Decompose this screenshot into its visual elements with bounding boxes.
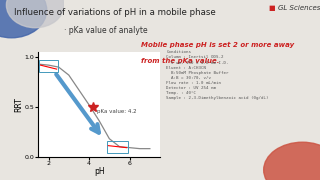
Bar — [107, 141, 128, 153]
Bar — [39, 60, 58, 72]
Text: GL Sciences: GL Sciences — [278, 5, 320, 11]
Text: from the pKa value.: from the pKa value. — [141, 58, 219, 64]
Circle shape — [264, 142, 320, 180]
Text: Conditions
Column : Inertsil ODS-2
  5 um, 150 x 4.6 mm I.D.
Eluent : A:CH3CN
  : Conditions Column : Inertsil ODS-2 5 um,… — [166, 50, 269, 100]
Text: Mobile phase pH is set 2 or more away: Mobile phase pH is set 2 or more away — [141, 41, 294, 48]
X-axis label: pH: pH — [94, 167, 105, 176]
Y-axis label: RRT: RRT — [14, 97, 23, 112]
Circle shape — [6, 0, 64, 28]
Circle shape — [0, 0, 47, 38]
Text: · pKa value of analyte: · pKa value of analyte — [64, 26, 148, 35]
Text: ■: ■ — [269, 5, 276, 11]
Text: pKa value: 4.2: pKa value: 4.2 — [97, 109, 136, 114]
Text: Influence of variations of pH in a mobile phase: Influence of variations of pH in a mobil… — [14, 8, 216, 17]
